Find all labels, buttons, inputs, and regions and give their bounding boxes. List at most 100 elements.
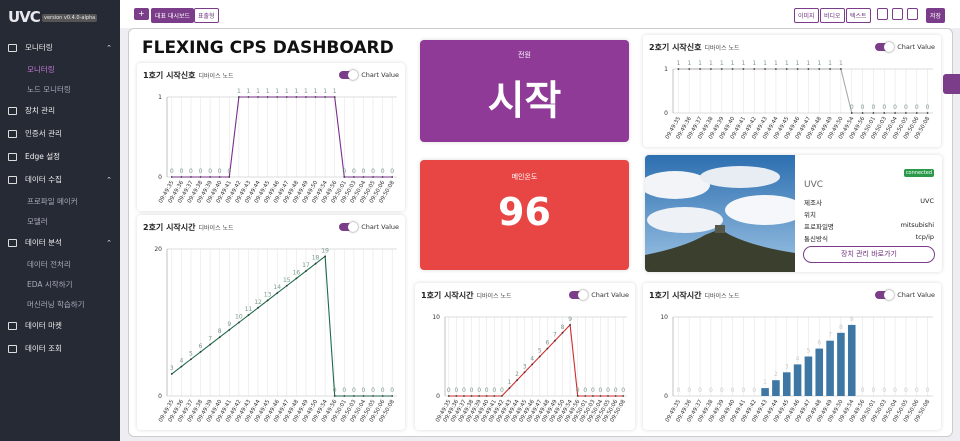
data-label: 0 (926, 387, 930, 394)
toggle[interactable] (339, 70, 359, 80)
device-card: connected UVC 장치 관리 바로가기 제조사 UVC 위치 프로파일명 mi… (645, 155, 942, 272)
point (614, 395, 617, 397)
y-tick-label: 0 (664, 110, 668, 117)
toggle[interactable] (569, 290, 589, 300)
y-tick-label: 0 (664, 393, 668, 400)
toggle[interactable] (875, 290, 895, 300)
point (276, 96, 279, 98)
data-label: 2 (515, 371, 519, 378)
data-label: 0 (199, 168, 203, 175)
chart-subtitle: 디바이스 노드 (198, 72, 234, 80)
toolbar-button[interactable]: 텍스트 (846, 8, 871, 23)
menu-item[interactable]: 장치 관리 (8, 105, 112, 116)
data-label: 0 (342, 168, 346, 175)
toggle[interactable] (339, 222, 359, 232)
side-tab[interactable] (943, 74, 960, 94)
data-label: 9 (850, 316, 854, 323)
refresh-icon[interactable] (907, 8, 918, 20)
point (508, 387, 511, 389)
line (171, 96, 393, 178)
toolbar-button[interactable]: 비디오 (820, 8, 845, 23)
menu-item[interactable]: 모니터링 ⌃ (8, 42, 112, 53)
point (796, 68, 799, 70)
point (894, 112, 896, 114)
data-label: 0 (606, 387, 610, 394)
data-label: 0 (371, 168, 375, 175)
data-label: 0 (333, 387, 337, 394)
submenu-item[interactable]: 모델러 (27, 217, 48, 226)
bar (804, 356, 813, 396)
menu-item[interactable]: 데이터 조회 (8, 343, 112, 354)
data-label: 1 (828, 60, 832, 67)
data-label: 0 (904, 104, 908, 111)
bar (793, 364, 802, 396)
point (180, 176, 183, 178)
point (295, 277, 298, 280)
data-label: 7 (828, 332, 832, 339)
point (190, 358, 192, 361)
lock-icon[interactable] (877, 8, 888, 20)
data-label: 0 (861, 104, 865, 111)
submenu-item[interactable]: 모니터링 (27, 65, 55, 74)
data-label: 0 (731, 387, 735, 394)
menu-item[interactable]: 인증서 관리 (8, 128, 112, 139)
submenu-item[interactable]: 프로파일 메이커 (27, 197, 78, 206)
data-label: 0 (861, 387, 865, 394)
field-label: 제조사 (804, 199, 822, 207)
data-label: 0 (227, 168, 231, 175)
data-label: 0 (850, 104, 854, 111)
menu-item[interactable]: 데이터 분석 ⌃ (8, 237, 112, 248)
point (546, 347, 549, 350)
card-value: 시작 (487, 78, 562, 124)
toggle-label: Chart Value (361, 223, 399, 231)
toggle[interactable] (875, 42, 895, 52)
data-label: 1 (256, 88, 260, 95)
data-label: 18 (312, 255, 320, 262)
point (352, 395, 355, 397)
point (753, 68, 756, 70)
menu-item[interactable]: 데이터 수집 ⌃ (8, 174, 112, 185)
data-label: 1 (275, 88, 279, 95)
data-label: 1 (709, 60, 713, 67)
submenu-item[interactable]: EDA 시작하기 (27, 280, 73, 289)
save-button[interactable]: 저장 (926, 8, 946, 23)
point (381, 176, 384, 178)
data-label: 0 (485, 387, 489, 394)
point (209, 343, 212, 346)
add-button[interactable]: + (134, 8, 149, 20)
point (478, 395, 481, 397)
menu-item[interactable]: 데이터 마켓 (8, 320, 112, 331)
submenu-item[interactable]: 머신러닝 학습하기 (27, 300, 85, 309)
point (218, 336, 221, 339)
point (829, 68, 831, 70)
chart-card: 1호기 시작시간 디바이스 노드 Chart Value 09:49:35 09:49:… (643, 283, 941, 430)
data-label: 0 (189, 168, 193, 175)
data-label: 0 (893, 104, 897, 111)
point (266, 299, 269, 302)
point (343, 176, 346, 178)
data-label: 7 (553, 332, 557, 339)
point (199, 351, 202, 353)
device-button[interactable]: 장치 관리 바로가기 (803, 246, 935, 263)
data-label: 17 (302, 262, 310, 269)
toolbar-button[interactable]: 이미지 (794, 8, 819, 23)
submenu-item[interactable]: 데이터 전처리 (27, 260, 71, 269)
data-label: 1 (796, 60, 800, 67)
point (818, 68, 821, 70)
tab[interactable]: 대표 대시보드 (151, 8, 195, 23)
card-label: 전원 (518, 51, 531, 59)
point (333, 96, 336, 98)
data-label: 0 (477, 387, 481, 394)
grid-icon[interactable] (892, 8, 903, 20)
tab[interactable]: 표출형 (194, 8, 219, 23)
submenu-item[interactable]: 노드 모니터링 (27, 85, 71, 94)
menu-icon (8, 129, 17, 138)
menu-item[interactable]: Edge 설정 (8, 151, 112, 162)
data-label: 0 (915, 104, 919, 111)
data-label: 0 (492, 387, 496, 394)
point (372, 176, 374, 178)
point (295, 96, 298, 98)
point (807, 68, 810, 70)
data-label: 1 (763, 60, 767, 67)
point (531, 363, 534, 366)
